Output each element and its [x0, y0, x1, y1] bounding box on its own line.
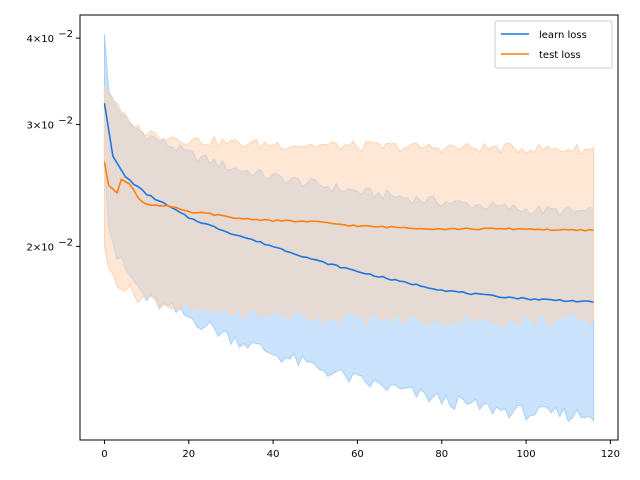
y-tick-exponent: −2	[58, 29, 73, 40]
series-band-2	[103, 85, 595, 328]
x-tick-label: 0	[101, 449, 107, 460]
y-tick-label: 3×10	[27, 121, 54, 132]
legend-box	[494, 20, 613, 69]
plot-frame	[79, 14, 619, 441]
legend-label-2: test loss	[539, 50, 581, 61]
legend-label-1: learn loss	[539, 30, 587, 41]
y-tick-label: 2×10	[27, 242, 54, 253]
x-tick-label: 100	[517, 449, 536, 460]
y-tick-exponent: −2	[58, 116, 73, 127]
y-tick-label: 4×10	[27, 34, 54, 45]
x-tick-label: 40	[267, 449, 280, 460]
y-tick-exponent: −2	[58, 237, 73, 248]
confidence-bands	[103, 34, 595, 423]
legend: learn loss test loss	[494, 20, 613, 69]
y-axis: 4×10 −2 3×10 −2 2×10 −2	[27, 29, 80, 253]
series-line-2	[103, 161, 594, 232]
x-axis: 0 20 40 60 80 100 120	[101, 440, 620, 460]
x-tick-label: 80	[435, 449, 448, 460]
x-tick-label: 120	[601, 449, 620, 460]
series-lines	[103, 103, 594, 303]
series-line-1	[103, 103, 594, 303]
x-tick-label: 60	[351, 449, 364, 460]
x-tick-label: 20	[182, 449, 195, 460]
